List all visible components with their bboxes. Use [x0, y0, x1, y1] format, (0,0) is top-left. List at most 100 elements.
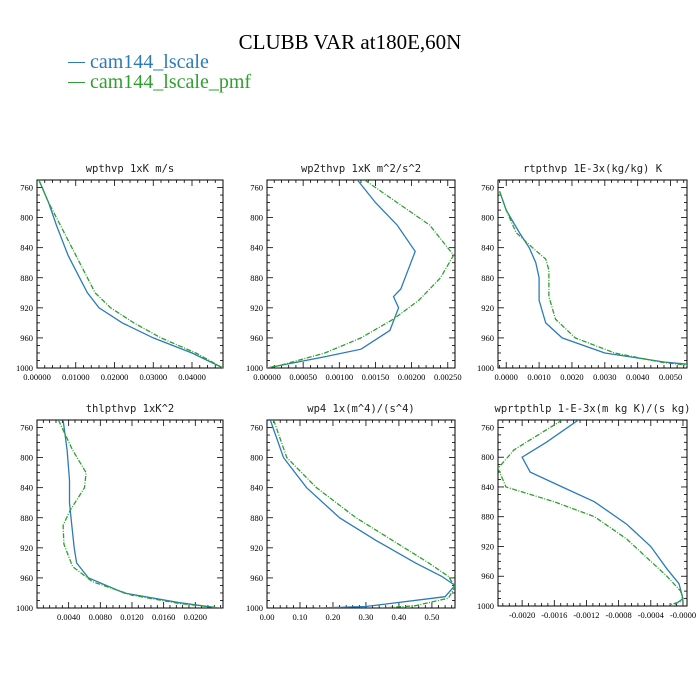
y-tick-label: 920 — [481, 303, 494, 313]
x-tick-label: 0.00100 — [325, 372, 353, 382]
panel-title: wp2thvp 1xK m^2/s^2 — [301, 163, 421, 175]
x-tick-label: 0.0160 — [152, 612, 175, 622]
y-tick-label: 800 — [481, 213, 494, 223]
series-line-cam144-lscale — [498, 191, 687, 365]
y-tick-label: 880 — [481, 512, 494, 522]
y-tick-label: 760 — [481, 183, 494, 193]
legend-swatch-cam144-lscale-pmf — [68, 81, 85, 83]
y-tick-label: 840 — [250, 483, 263, 493]
series-line-cam144-lscale — [269, 420, 455, 608]
x-tick-label: 0.30 — [359, 612, 374, 622]
y-tick-label: 880 — [250, 513, 263, 523]
series-line-cam144-lscale-pmf — [57, 420, 221, 608]
y-tick-label: 960 — [20, 333, 33, 343]
legend-entry-cam144-lscale-pmf: cam144_lscale_pmf — [68, 72, 251, 92]
x-tick-label: 0.00 — [260, 612, 275, 622]
x-tick-label: -0.0020 — [509, 610, 535, 620]
plot-frame — [36, 419, 224, 609]
x-tick-label: -0.0000 — [670, 610, 696, 620]
legend-label-cam144-lscale: cam144_lscale — [90, 51, 209, 73]
panel-title: thlpthvp 1xK^2 — [86, 403, 175, 415]
x-tick-label: 0.50 — [424, 612, 439, 622]
y-tick-label: 840 — [250, 243, 263, 253]
y-tick-label: 840 — [481, 482, 494, 492]
panel-title: wprtpthlp 1-E-3x(m kg K)/(s kg) — [495, 403, 691, 415]
y-tick-label: 800 — [20, 453, 33, 463]
y-tick-label: 760 — [20, 423, 33, 433]
x-tick-label: 0.0200 — [184, 612, 207, 622]
y-tick-label: 920 — [20, 303, 33, 313]
x-tick-label: 0.0040 — [626, 372, 649, 382]
y-tick-label: 760 — [250, 183, 263, 193]
plot-frame — [266, 179, 456, 369]
series-line-cam144-lscale-pmf — [38, 180, 223, 368]
x-tick-label: 0.10 — [293, 612, 308, 622]
x-tick-label: 0.0000 — [495, 372, 518, 382]
y-tick-label: 840 — [20, 243, 33, 253]
chart-panel-6: wprtpthlp 1-E-3x(m kg K)/(s kg)760 800 840… — [477, 403, 696, 620]
y-tick-label: 1000 — [477, 601, 494, 611]
y-tick-label: 960 — [250, 333, 263, 343]
x-tick-label: 0.0010 — [527, 372, 550, 382]
y-tick-label: 880 — [250, 273, 263, 283]
figure-title: CLUBB VAR at180E,60N — [238, 30, 462, 54]
y-tick-label: 960 — [20, 573, 33, 583]
x-tick-label: 0.00000 — [23, 372, 51, 382]
x-tick-label: 0.0030 — [593, 372, 616, 382]
y-tick-label: 800 — [481, 452, 494, 462]
x-tick-label: 0.0120 — [120, 612, 143, 622]
y-tick-label: 880 — [481, 273, 494, 283]
series-line-cam144-lscale — [38, 180, 223, 368]
y-tick-label: 960 — [250, 573, 263, 583]
x-tick-label: 0.00200 — [398, 372, 426, 382]
y-tick-label: 1000 — [477, 363, 494, 373]
x-tick-label: 0.00250 — [434, 372, 462, 382]
x-tick-label: 0.0050 — [659, 372, 682, 382]
plot-frame — [266, 419, 456, 609]
x-tick-label: 0.00150 — [362, 372, 390, 382]
chart-panel-3: rtpthvp 1E-3x(kg/kg) K 760 800 840 880 920 960… — [477, 163, 688, 382]
y-tick-label: 1000 — [246, 363, 263, 373]
x-tick-label: 0.04000 — [178, 372, 206, 382]
x-tick-label: -0.0004 — [638, 610, 665, 620]
panel-title: rtpthvp 1E-3x(kg/kg) K — [523, 163, 663, 175]
y-tick-label: 960 — [481, 333, 494, 343]
legend-swatch-cam144-lscale — [68, 61, 85, 63]
x-tick-label: 0.0040 — [57, 612, 80, 622]
y-tick-label: 920 — [481, 541, 494, 551]
legend-entry-cam144-lscale: cam144_lscale — [68, 52, 251, 72]
panel-title: wpthvp 1xK m/s — [86, 163, 175, 175]
chart-panel-2: wp2thvp 1xK m^2/s^2 760 800 840 880 920 960 100… — [246, 163, 462, 382]
x-tick-label: -0.0016 — [541, 610, 567, 620]
y-tick-label: 800 — [250, 213, 263, 223]
y-tick-label: 920 — [250, 303, 263, 313]
y-tick-label: 840 — [481, 243, 494, 253]
y-tick-label: 960 — [481, 571, 494, 581]
y-tick-label: 800 — [20, 213, 33, 223]
plot-frame — [497, 179, 688, 369]
x-tick-label: 0.03000 — [139, 372, 167, 382]
x-tick-label: -0.0012 — [573, 610, 599, 620]
x-tick-label: 0.00050 — [289, 372, 317, 382]
series-line-cam144-lscale-pmf — [498, 420, 684, 606]
legend: cam144_lscale cam144_lscale_pmf — [68, 52, 251, 92]
series-line-cam144-lscale-pmf — [272, 420, 455, 608]
series-line-cam144-lscale-pmf — [267, 180, 455, 368]
legend-label-cam144-lscale-pmf: cam144_lscale_pmf — [90, 71, 252, 93]
x-tick-label: 0.00000 — [253, 372, 281, 382]
y-tick-label: 840 — [20, 483, 33, 493]
y-tick-label: 1000 — [16, 603, 33, 613]
y-tick-label: 880 — [20, 513, 33, 523]
series-line-cam144-lscale — [62, 420, 220, 608]
series-line-cam144-lscale-pmf — [498, 191, 687, 366]
plot-frame — [36, 179, 224, 369]
y-tick-label: 920 — [250, 543, 263, 553]
chart-panel-4: thlpthvp 1xK^2 760 800 840 880 920 960 1000 0.00… — [16, 403, 224, 622]
y-tick-label: 1000 — [16, 363, 33, 373]
x-tick-label: 0.0020 — [560, 372, 583, 382]
panel-title: wp4 1x(m^4)/(s^4) — [307, 403, 414, 415]
x-tick-label: 0.20 — [326, 612, 341, 622]
chart-panel-5: wp4 1x(m^4)/(s^4)76080084088092096010000… — [246, 403, 456, 622]
